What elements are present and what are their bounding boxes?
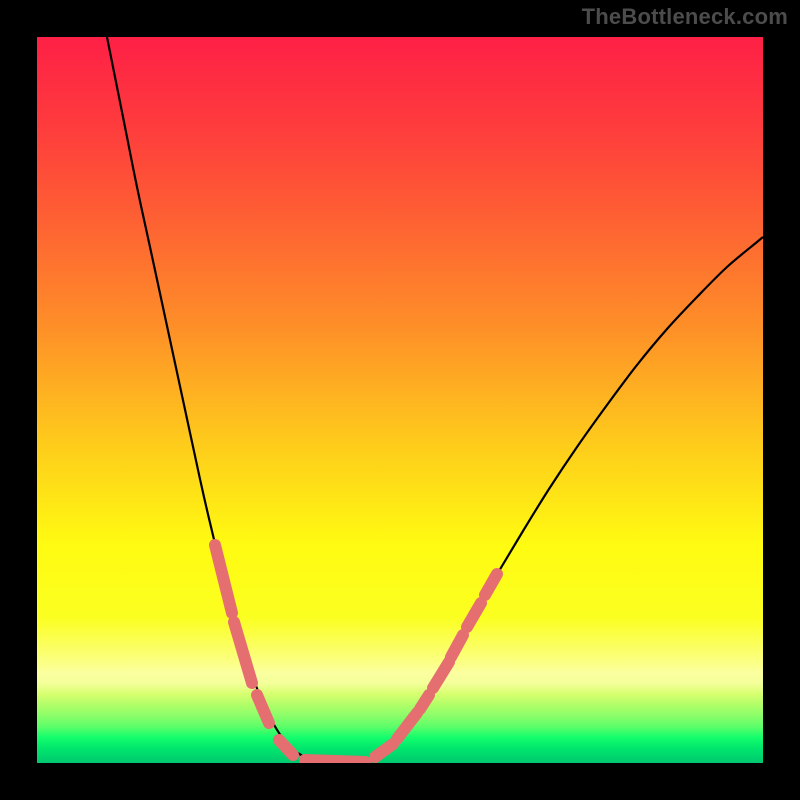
overlay-dash-group — [215, 545, 497, 762]
overlay-dash — [375, 744, 393, 757]
overlay-dash — [397, 713, 417, 739]
v-curve — [107, 37, 763, 762]
overlay-dash — [451, 635, 463, 657]
plot-area — [37, 37, 763, 763]
curve-layer — [37, 37, 763, 763]
overlay-dash — [215, 545, 232, 613]
overlay-dash — [234, 622, 252, 683]
overlay-dash — [305, 760, 365, 762]
watermark-text: TheBottleneck.com — [582, 4, 788, 30]
overlay-dash — [279, 740, 293, 755]
overlay-dash — [485, 574, 497, 595]
overlay-dash — [467, 603, 481, 627]
overlay-dash — [257, 695, 269, 723]
overlay-dash — [420, 695, 429, 709]
overlay-dash — [433, 662, 449, 688]
